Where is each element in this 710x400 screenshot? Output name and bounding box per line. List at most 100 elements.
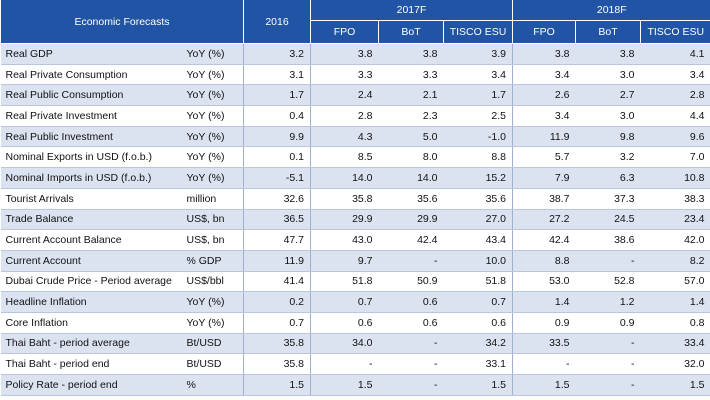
row-label: Current Account	[0, 250, 181, 272]
row-unit: YoY (%)	[180, 291, 244, 313]
value-2017-tisco: -1.0	[443, 126, 513, 148]
value-2017-fpo: 34.0	[310, 333, 379, 355]
value-2018-bot: 9.8	[575, 126, 641, 148]
value-2018-fpo: 7.9	[512, 167, 576, 189]
value-2018-fpo: 1.4	[512, 291, 576, 313]
row-unit: YoY (%)	[180, 312, 244, 334]
value-2018-tisco: 23.4	[640, 209, 710, 231]
value-2017-fpo: 2.8	[310, 105, 379, 127]
row-unit: Bt/USD	[180, 353, 244, 375]
value-2017-fpo: 2.4	[310, 84, 379, 107]
row-unit: % GDP	[180, 250, 244, 272]
value-2017-bot: 42.4	[378, 229, 444, 251]
value-2018-tisco: 9.6	[640, 126, 710, 148]
value-2017-fpo: 4.3	[310, 126, 379, 148]
value-2017-bot: 3.3	[378, 64, 444, 86]
value-2017-fpo: 51.8	[310, 271, 379, 293]
value-2018-bot: 3.8	[575, 43, 641, 65]
table-row: Real Public Consumption YoY (%) 1.7 2.4 2.1 1…	[0, 84, 710, 107]
value-2017-tisco: 34.2	[443, 333, 513, 355]
row-label: Thai Baht - period average	[0, 333, 181, 355]
value-2018-tisco: 7.0	[640, 146, 710, 169]
value-2018-fpo: 11.9	[512, 126, 576, 148]
value-2017-tisco: 0.6	[443, 312, 513, 334]
value-2018-fpo: 5.7	[512, 146, 576, 169]
value-2018-bot: 24.5	[575, 209, 641, 231]
value-2017-tisco: 15.2	[443, 167, 513, 189]
value-2016: 41.4	[243, 271, 311, 293]
row-unit: %	[180, 374, 244, 396]
value-2016: 3.1	[243, 64, 311, 86]
header-2018-fpo: FPO	[512, 20, 576, 44]
value-2018-fpo: -	[512, 353, 576, 375]
value-2017-tisco: 10.0	[443, 250, 513, 272]
value-2018-tisco: 42.0	[640, 229, 710, 251]
value-2018-fpo: 0.9	[512, 312, 576, 334]
table-row: Headline Inflation YoY (%) 0.2 0.7 0.6 0.7 1.4…	[0, 291, 710, 313]
value-2017-fpo: 0.6	[310, 312, 379, 334]
table-row: Current Account% GDP 11.9 9.7-10.0 8.8-8.2	[0, 250, 710, 272]
value-2017-fpo: 3.8	[310, 43, 379, 65]
value-2016: 0.4	[243, 105, 311, 127]
value-2017-tisco: 3.9	[443, 43, 513, 65]
value-2017-tisco: 8.8	[443, 146, 513, 169]
row-unit: YoY (%)	[180, 43, 244, 65]
row-unit: YoY (%)	[180, 105, 244, 127]
value-2016: 0.7	[243, 312, 311, 334]
value-2016: 0.1	[243, 146, 311, 169]
value-2018-fpo: 1.5	[512, 374, 576, 396]
value-2016: 35.8	[243, 353, 311, 375]
table-row: Tourist Arrivals million 32.6 35.8 35.6 35.6 3…	[0, 188, 710, 210]
value-2017-bot: 2.1	[378, 84, 444, 107]
value-2018-bot: 6.3	[575, 167, 641, 189]
value-2018-fpo: 27.2	[512, 209, 576, 231]
value-2018-bot: -	[575, 374, 641, 396]
row-label: Real Private Investment	[0, 105, 181, 127]
header-2016: 2016	[243, 0, 311, 44]
value-2017-tisco: 1.7	[443, 84, 513, 107]
value-2017-bot: 35.6	[378, 188, 444, 210]
value-2017-bot: -	[378, 374, 444, 396]
value-2017-bot: 29.9	[378, 209, 444, 231]
table-title: Economic Forecasts	[0, 0, 244, 44]
value-2017-tisco: 33.1	[443, 353, 513, 375]
value-2018-fpo: 42.4	[512, 229, 576, 251]
value-2016: 3.2	[243, 43, 311, 65]
row-unit: US$, bn	[180, 229, 244, 251]
row-label: Real Public Consumption	[0, 84, 181, 107]
value-2018-bot: 37.3	[575, 188, 641, 210]
value-2018-tisco: 3.4	[640, 64, 710, 86]
table-row: Thai Baht - period average Bt/USD 35.8 34.0…	[0, 333, 710, 355]
row-label: Nominal Imports in USD (f.o.b.)	[0, 167, 181, 189]
value-2018-tisco: 2.8	[640, 84, 710, 107]
row-label: Headline Inflation	[0, 291, 181, 313]
value-2018-fpo: 8.8	[512, 250, 576, 272]
row-unit: million	[180, 188, 244, 210]
value-2018-bot: 2.7	[575, 84, 641, 107]
row-label: Real Public Investment	[0, 126, 181, 148]
value-2018-tisco: 4.4	[640, 105, 710, 127]
row-unit: YoY (%)	[180, 167, 244, 189]
value-2018-tisco: 57.0	[640, 271, 710, 293]
value-2016: 1.7	[243, 84, 311, 107]
row-unit: YoY (%)	[180, 146, 244, 169]
value-2017-bot: 50.9	[378, 271, 444, 293]
value-2018-tisco: 1.5	[640, 374, 710, 396]
value-2018-bot: -	[575, 250, 641, 272]
value-2016: 36.5	[243, 209, 311, 231]
value-2018-tisco: 10.8	[640, 167, 710, 189]
value-2017-bot: -	[378, 353, 444, 375]
value-2017-tisco: 3.4	[443, 64, 513, 86]
row-label: Tourist Arrivals	[0, 188, 181, 210]
header-2018-tisco: TISCO ESU	[639, 20, 710, 44]
value-2018-fpo: 33.5	[512, 333, 576, 355]
value-2018-bot: -	[575, 333, 641, 355]
header-2017f: 2017F	[310, 0, 513, 21]
table-row: Trade Balance US$, bn 36.5 29.9 29.9 27.0 27.2…	[0, 209, 710, 231]
value-2018-fpo: 53.0	[512, 271, 576, 293]
header-2018f: 2018F	[511, 0, 710, 21]
table-row: Nominal Exports in USD (f.o.b.) YoY (%) 0.…	[0, 146, 710, 169]
value-2017-fpo: 3.3	[310, 64, 379, 86]
value-2018-bot: 0.9	[575, 312, 641, 334]
